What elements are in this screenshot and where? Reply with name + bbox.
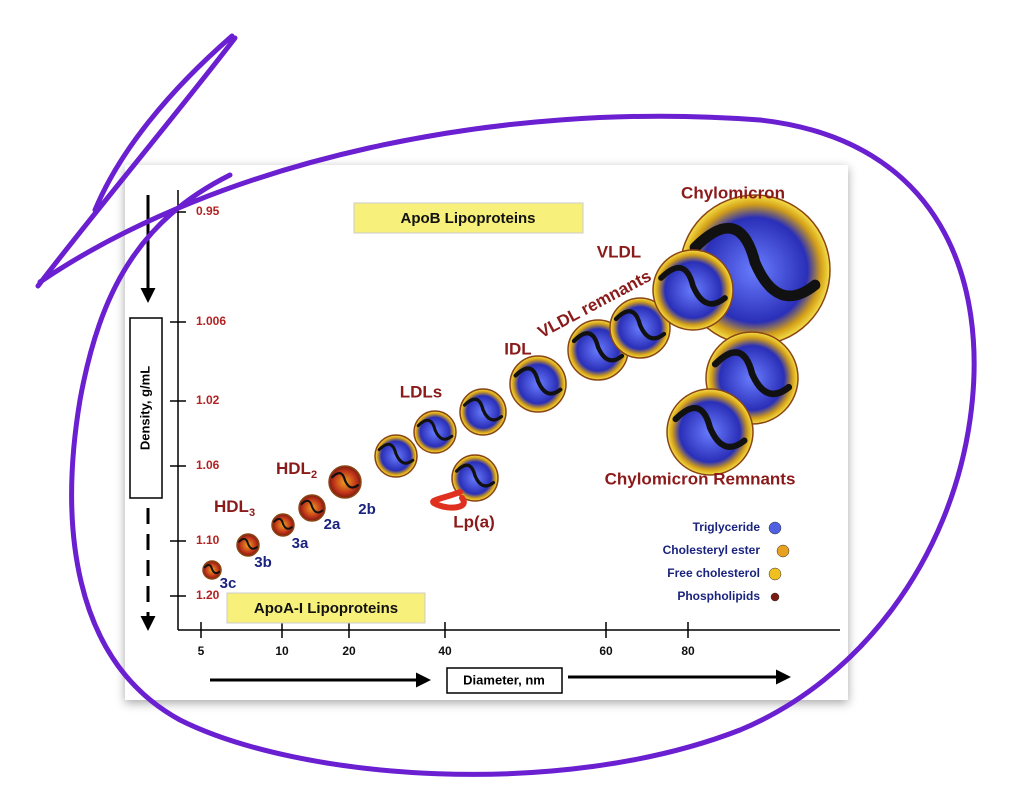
y-tick-label: 0.95 [196,204,220,218]
x-tick-label: 60 [599,644,613,658]
legend-label: Triglyceride [693,520,761,534]
subclass-label: 2b [358,501,376,518]
banner [353,202,584,234]
label: VLDL [597,242,641,261]
label: HDL2 [276,459,317,480]
y-tick-label: 1.10 [196,533,220,547]
label: HDL3 [214,497,255,518]
legend-icon [768,567,782,581]
apoprotein [462,397,504,422]
y-tick-label: 1.006 [196,314,226,328]
banner-text: ApoA-I Lipoproteins [254,600,398,617]
label-text: HDL [214,497,249,516]
lpa-tail [430,489,467,511]
label: Chylomicron Remnants [605,469,796,488]
y-tick-label: 1.06 [196,458,220,472]
apoprotein [689,222,821,302]
apoprotein [513,366,563,396]
y-tick-label: 1.02 [196,393,220,407]
x-tick-label: 5 [198,644,205,658]
subclass-label: 2a [324,516,341,533]
legend-icon [776,544,790,558]
axis-box [129,317,163,499]
subclass-label: 3c [220,575,237,592]
apoprotein [273,517,293,530]
label-sub: 2 [311,469,317,481]
label: LDLs [400,382,443,401]
axis-box [446,667,563,694]
subclass-label: 3b [254,554,272,571]
apoprotein [331,472,359,489]
apoprotein [672,405,748,450]
apoprotein [571,331,625,363]
label: Chylomicron [681,183,785,202]
apoprotein [203,564,221,575]
legend-icon [770,592,780,602]
annotation-circle [35,33,977,777]
legend-icon [768,521,782,535]
legend-label: Free cholesterol [667,566,760,580]
y-tick-label: 1.20 [196,588,220,602]
apoprotein [416,418,454,441]
apoprotein [658,265,728,307]
apoprotein [711,349,793,398]
label-sub: 3 [249,507,255,519]
apoprotein [613,309,667,341]
label: Lp(a) [453,512,495,531]
apoprotein [377,442,415,465]
x-title: Diameter, nm [463,672,545,687]
apoprotein [454,463,496,488]
x-tick-label: 20 [342,644,356,658]
subclass-label: 3a [292,535,309,552]
label-text: HDL [276,459,311,478]
x-tick-label: 80 [681,644,695,658]
x-tick-label: 10 [275,644,289,658]
y-title: Density, g/mL [137,366,152,450]
x-tick-label: 40 [438,644,452,658]
legend-label: Phospholipids [677,589,760,603]
banner-text: ApoB Lipoproteins [401,210,536,227]
apoprotein [300,499,324,514]
banner [226,592,426,624]
label: IDL [504,339,531,358]
apoprotein [238,537,258,550]
legend-label: Cholesteryl ester [663,543,761,557]
